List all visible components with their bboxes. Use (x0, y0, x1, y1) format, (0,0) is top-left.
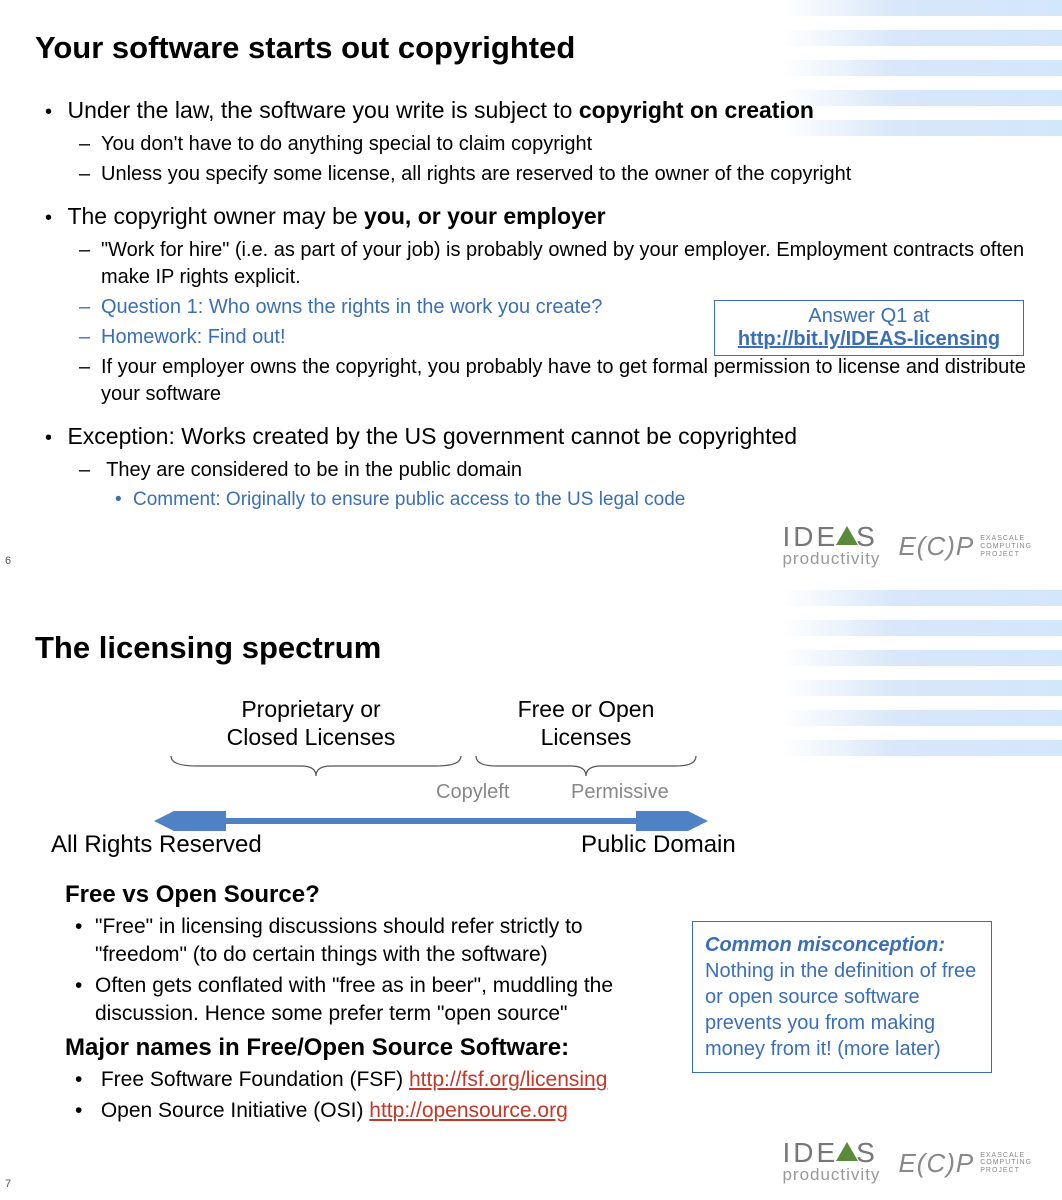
ideas-triangle-icon (836, 526, 858, 545)
spectrum-end-left: All Rights Reserved (51, 831, 262, 859)
sec1-list: "Free" in licensing discussions should r… (35, 913, 675, 1028)
slide1-title: Your software starts out copyrighted (35, 30, 1027, 66)
sub-1-2: Unless you specify some license, all rig… (101, 161, 1027, 188)
spectrum-diagram: Proprietary orClosed Licenses Free or Op… (151, 696, 911, 866)
ecp-logo-2: E(C)P EXASCALECOMPUTINGPROJECT (898, 1148, 1032, 1179)
info-title: Common misconception: (705, 934, 945, 956)
ideas-logo: IDES productivity (782, 525, 880, 569)
callout-line1: Answer Q1 at (808, 305, 929, 327)
spectrum-arrow (151, 811, 911, 825)
spectrum-top-left: Proprietary orClosed Licenses (191, 696, 431, 751)
spectrum-end-right: Public Domain (581, 831, 736, 859)
brace-right (471, 756, 701, 778)
brace-left (166, 756, 466, 778)
sec1-item-2: Often gets conflated with "free as in be… (95, 972, 675, 1029)
misconception-box: Common misconception: Nothing in the def… (692, 921, 992, 1073)
footer-logos-2: IDES productivity E(C)P EXASCALECOMPUTIN… (782, 1141, 1032, 1185)
fsf-link[interactable]: http://fsf.org/licensing (409, 1068, 607, 1091)
sub-3-1: They are considered to be in the public … (101, 457, 1027, 513)
ideas-logo-2: IDES productivity (782, 1141, 880, 1185)
slide-1: Your software starts out copyrighted Und… (0, 0, 1062, 590)
sub-2-1: "Work for hire" (i.e. as part of your jo… (101, 237, 1027, 291)
sec1-title: Free vs Open Source? (65, 881, 1027, 909)
sec2-item-2: Open Source Initiative (OSI) http://open… (95, 1097, 1027, 1125)
ideas-triangle-icon-2 (836, 1142, 858, 1161)
spectrum-permissive: Permissive (571, 781, 669, 804)
sec1-item-1: "Free" in licensing discussions should r… (95, 913, 675, 970)
sec2-list: Free Software Foundation (FSF) http://fs… (35, 1066, 1027, 1125)
spectrum-copyleft: Copyleft (436, 781, 509, 804)
bullet-1: Under the law, the software you write is… (67, 97, 814, 123)
spectrum-top-right: Free or OpenLicenses (486, 696, 686, 751)
slide-2: The licensing spectrum Proprietary orClo… (0, 590, 1062, 1200)
subsub-3-1-1: Comment: Originally to ensure public acc… (133, 487, 1027, 513)
info-body: Nothing in the definition of free or ope… (705, 960, 976, 1060)
answer-callout: Answer Q1 at http://bit.ly/IDEAS-licensi… (714, 300, 1024, 356)
bullet-2: The copyright owner may be you, or your … (67, 203, 605, 229)
slide2-title: The licensing spectrum (35, 630, 1027, 666)
osi-link[interactable]: http://opensource.org (369, 1099, 567, 1122)
page-num-7: 7 (5, 1178, 11, 1190)
bullet-3: Exception: Works created by the US gover… (67, 423, 797, 449)
footer-logos-1: IDES productivity E(C)P EXASCALECOMPUTIN… (782, 525, 1032, 569)
ecp-logo: E(C)P EXASCALECOMPUTINGPROJECT (898, 531, 1032, 562)
callout-link[interactable]: http://bit.ly/IDEAS-licensing (738, 328, 1000, 350)
page-num-6: 6 (5, 555, 11, 567)
sub-2-4: If your employer owns the copyright, you… (101, 354, 1027, 408)
sub-1-1: You don't have to do anything special to… (101, 131, 1027, 158)
